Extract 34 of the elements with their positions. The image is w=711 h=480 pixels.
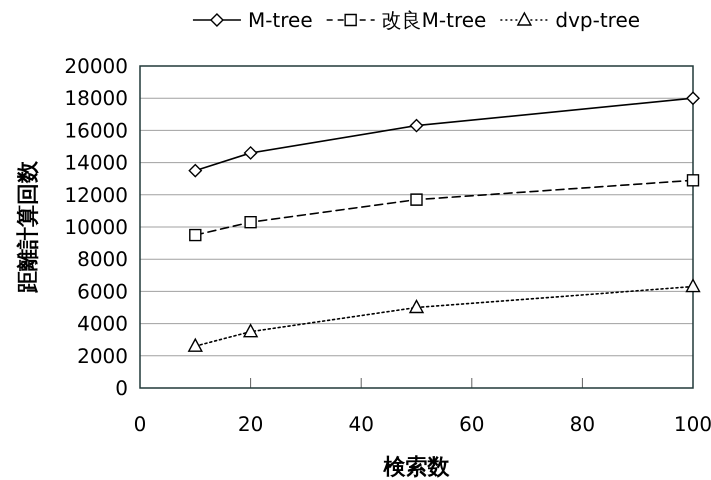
x-tick-label: 0 — [134, 412, 146, 436]
y-tick-label: 8000 — [77, 247, 128, 272]
x-tick-label: 20 — [238, 412, 264, 436]
point — [686, 174, 700, 187]
point — [244, 146, 258, 160]
y-tick-label: 12000 — [64, 182, 128, 207]
legend-label: 改良M-tree — [382, 8, 486, 32]
point — [188, 338, 202, 352]
legend-label: dvp-tree — [555, 8, 640, 32]
y-tick-label: 4000 — [77, 312, 128, 336]
point — [243, 324, 258, 338]
y-tick-label: 16000 — [64, 118, 128, 142]
point — [189, 228, 202, 242]
y-tick-label: 18000 — [64, 86, 128, 110]
y-tick-label: 6000 — [77, 279, 128, 304]
y-tick-label: 20000 — [64, 54, 128, 78]
point — [244, 216, 257, 228]
y-tick-label: 0 — [115, 376, 128, 400]
y-tick-label: 2000 — [77, 344, 128, 368]
x-tick-label: 80 — [570, 412, 596, 436]
x-tick-label: 100 — [674, 412, 711, 436]
point — [410, 193, 423, 206]
point — [686, 92, 700, 105]
y-tick-label: 10000 — [64, 215, 128, 239]
point — [188, 164, 202, 178]
point — [409, 300, 424, 314]
point — [686, 278, 700, 292]
legend-label: M-tree — [248, 8, 313, 32]
y-axis-title: 距離計算回数 — [16, 160, 41, 294]
x-axis-title: 検索数 — [382, 455, 450, 480]
x-tick-label: 40 — [348, 412, 374, 436]
point — [410, 118, 424, 132]
y-tick-label: 14000 — [64, 150, 128, 175]
x-tick-label: 60 — [459, 412, 485, 436]
